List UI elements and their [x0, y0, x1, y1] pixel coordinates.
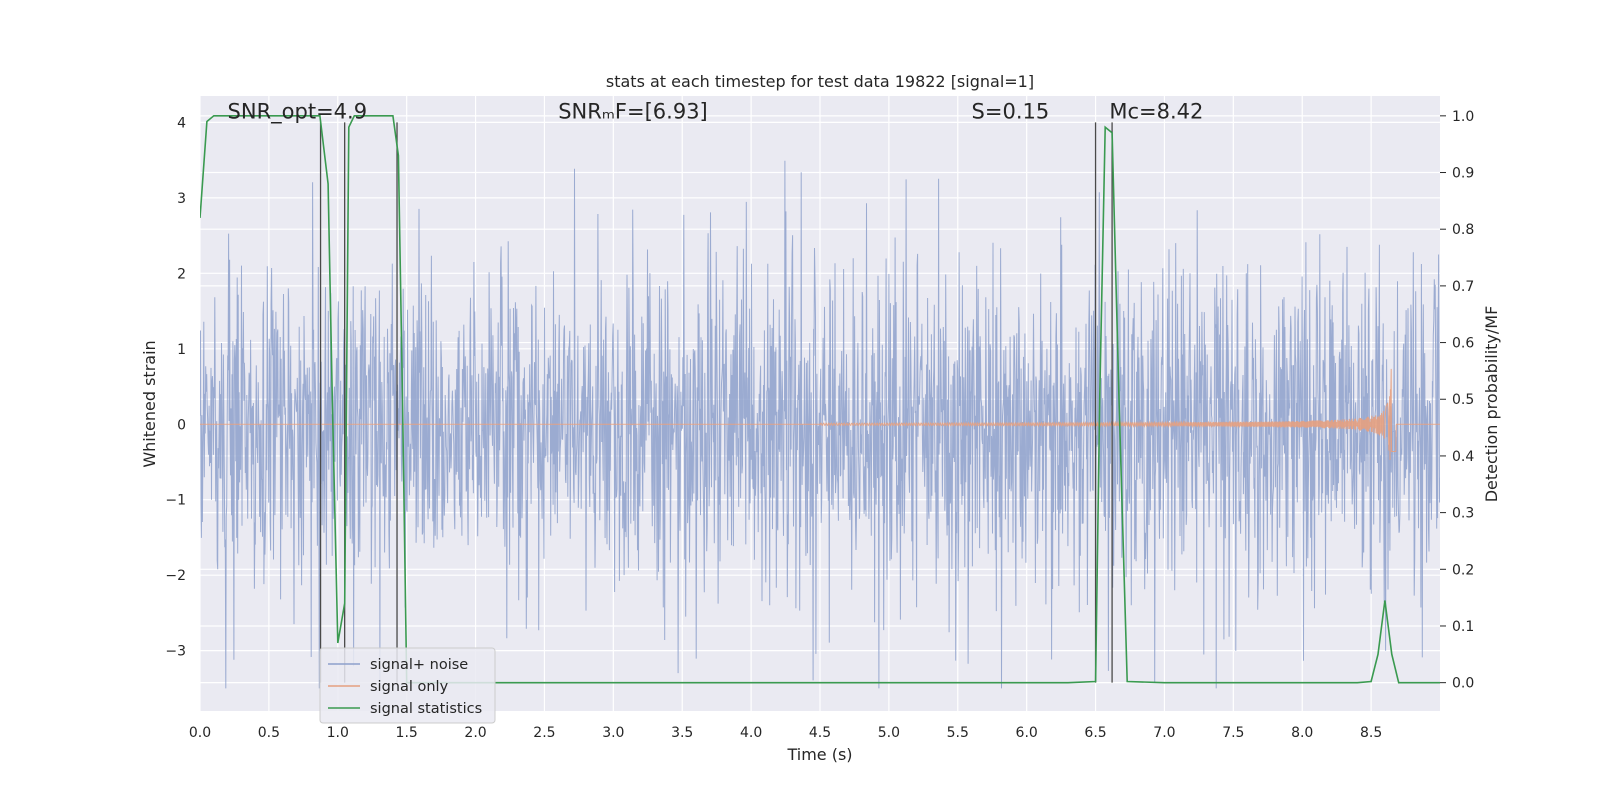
legend-label-signal-only: signal only [370, 679, 449, 695]
x-tick-label: 0.0 [189, 725, 211, 741]
y-right-tick-label: 0.3 [1452, 506, 1474, 522]
y-left-tick-label: 1 [177, 342, 186, 358]
x-tick-label: 8.0 [1291, 725, 1313, 741]
y-left-tick-label: −2 [165, 568, 186, 584]
y-right-tick-label: 0.4 [1452, 449, 1474, 465]
y-left-tick-label: 2 [177, 266, 186, 282]
y-right-tick-label: 1.0 [1452, 109, 1474, 125]
y-right-tick-label: 0.6 [1452, 336, 1474, 352]
x-axis-ticks: 0.0 0.5 1.0 1.5 2.0 2.5 3.0 3.5 4.0 4.5 5.0 5.5 6.0 6… [189, 725, 1382, 741]
x-tick-label: 5.0 [878, 725, 900, 741]
legend: signal+ noise signal only signal statist… [319, 647, 496, 724]
y-right-tick-label: 0.7 [1452, 279, 1474, 295]
x-tick-label: 3.5 [671, 725, 693, 741]
x-tick-label: 6.0 [1016, 725, 1038, 741]
x-tick-label: 1.0 [327, 725, 349, 741]
x-tick-label: 1.5 [396, 725, 418, 741]
x-tick-label: 5.5 [947, 725, 969, 741]
x-tick-label: 2.0 [464, 725, 486, 741]
x-tick-label: 2.5 [533, 725, 555, 741]
y-right-tick-label: 0.9 [1452, 166, 1474, 182]
x-tick-label: 7.5 [1222, 725, 1244, 741]
y-left-tick-label: 4 [177, 115, 186, 131]
x-tick-label: 4.5 [809, 725, 831, 741]
y-left-tick-label: −3 [165, 644, 186, 660]
y-right-tick-label: 0.1 [1452, 619, 1474, 635]
x-tick-label: 4.0 [740, 725, 762, 741]
y-left-tick-label: 3 [177, 191, 186, 207]
y-right-tick-label: 0.8 [1452, 222, 1474, 238]
y-right-tick-label: 0.5 [1452, 392, 1474, 408]
y-left-axis-label: Whitened strain [140, 340, 159, 467]
y-right-tick-label: 0.0 [1452, 676, 1474, 692]
y-left-tick-label: 0 [177, 417, 186, 433]
annotation-text: SNRₘF=[6.93] [558, 100, 708, 124]
chart-title: stats at each timestep for test data 198… [606, 72, 1034, 91]
legend-label-signal-statistics: signal statistics [370, 701, 482, 717]
vertical-markers [319, 122, 1113, 683]
legend-frame [319, 647, 496, 724]
series-signal-noise [200, 160, 1440, 689]
annotation-text: SNR_opt=4.9 [228, 100, 368, 125]
annotation-text: S=0.15 [972, 100, 1050, 124]
y-right-axis-ticks: 0.0 0.1 0.2 0.3 0.4 0.5 0.6 0.7 0.8 0.9 1.0 [1440, 109, 1474, 692]
x-tick-label: 0.5 [258, 725, 280, 741]
x-tick-label: 6.5 [1084, 725, 1106, 741]
annotations: SNR_opt=4.9 SNRₘF=[6.93] S=0.15 Mc=8.42 [228, 100, 1204, 125]
x-tick-label: 7.0 [1153, 725, 1175, 741]
legend-label-signal-noise: signal+ noise [370, 657, 468, 673]
y-left-axis-ticks: −3 −2 −1 0 1 2 3 4 [165, 115, 186, 659]
y-right-axis-label: Detection probability/MF [1482, 306, 1501, 503]
y-left-tick-label: −1 [165, 493, 186, 509]
y-right-tick-label: 0.2 [1452, 562, 1474, 578]
series-signal-only [200, 368, 1440, 460]
annotation-text: Mc=8.42 [1109, 100, 1203, 124]
x-tick-label: 8.5 [1360, 725, 1382, 741]
x-axis-label: Time (s) [786, 745, 852, 764]
x-tick-label: 3.0 [602, 725, 624, 741]
